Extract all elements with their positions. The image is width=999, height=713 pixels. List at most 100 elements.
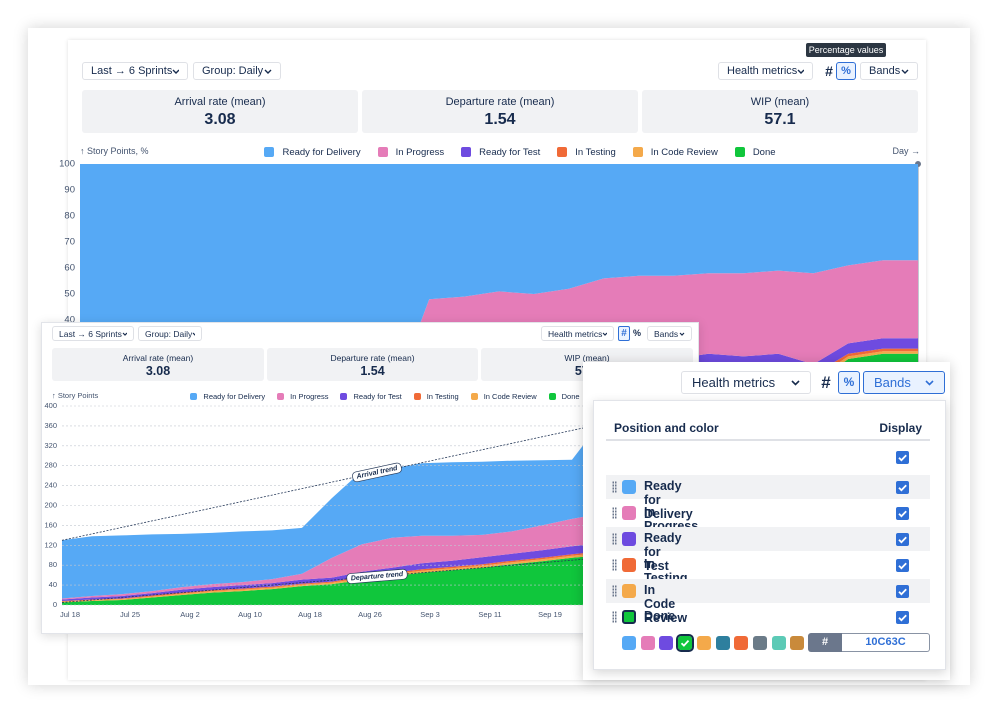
color-swatch[interactable] — [659, 636, 674, 650]
color-swatch[interactable] — [715, 636, 730, 650]
legend-label: In Testing — [426, 391, 459, 401]
bands-select[interactable]: Bands — [863, 371, 945, 394]
group-select[interactable]: Group: Daily — [138, 326, 202, 341]
metric-value: 3.08 — [145, 364, 171, 378]
metric-card: Departure rate (mean) 1.54 — [267, 348, 478, 381]
checkbox[interactable] — [896, 451, 909, 464]
y-tick-label: 100 — [59, 159, 75, 170]
metric-label: Arrival rate (mean) — [174, 96, 266, 108]
drag-handle[interactable] — [612, 611, 617, 623]
color-swatch[interactable] — [790, 636, 805, 650]
health-select[interactable]: Health metrics — [718, 62, 813, 80]
drag-handle[interactable] — [612, 507, 617, 519]
checkbox[interactable] — [896, 481, 909, 494]
checkbox[interactable] — [896, 559, 909, 572]
color-swatch[interactable] — [622, 636, 636, 650]
x-tick-label: Jul 18 — [60, 610, 80, 619]
legend-swatch — [377, 147, 388, 157]
checkbox[interactable] — [896, 611, 909, 624]
legend-swatch — [557, 147, 568, 157]
row-bg — [606, 579, 930, 603]
y-axis-label: ↑ Story Points, % — [80, 146, 149, 156]
check-icon — [898, 510, 907, 518]
health-select[interactable]: Health metrics — [681, 371, 811, 394]
legend-item: In Code Review — [632, 147, 718, 158]
legend-swatch — [548, 392, 556, 400]
metric-value: 57.1 — [764, 111, 796, 128]
metric-label: Arrival rate (mean) — [122, 353, 194, 363]
y-tick-label: 360 — [44, 421, 57, 430]
y-tick-label: 40 — [49, 580, 57, 589]
legend-item: Done — [734, 146, 776, 158]
band-swatch[interactable] — [622, 506, 636, 520]
count-toggle[interactable]: # — [821, 373, 831, 392]
percent-toggle[interactable]: % — [836, 62, 856, 80]
y-tick-label: 200 — [44, 500, 57, 509]
row-bg — [606, 475, 930, 499]
metric-card: WIP (mean) 57.1 — [642, 90, 918, 133]
range-select[interactable]: Last → 6 Sprints — [82, 62, 188, 80]
x-axis-label: Day → — [892, 146, 920, 156]
checkbox[interactable] — [896, 585, 909, 598]
metric-label: WIP (mean) — [750, 96, 810, 108]
health-text: Health metrics — [727, 65, 798, 77]
legend-label: Done — [752, 146, 776, 158]
checkbox[interactable] — [896, 533, 909, 546]
health-select[interactable]: Health metrics — [541, 326, 614, 341]
legend-swatch — [190, 392, 198, 400]
legend-swatch — [264, 147, 275, 157]
chevron — [602, 332, 607, 336]
legend-item: In Code Review — [470, 392, 537, 401]
hex-input[interactable]: 10C63C — [842, 633, 930, 652]
column-header: Display — [879, 421, 922, 435]
check-icon — [898, 562, 907, 570]
check-icon — [680, 639, 690, 647]
y-tick-label: 80 — [64, 211, 75, 222]
color-swatch[interactable] — [734, 636, 749, 650]
metric-value: 1.54 — [360, 364, 385, 378]
range-select[interactable]: Last → 6 Sprints — [52, 326, 134, 341]
group-select[interactable]: Group: Daily — [193, 62, 281, 80]
x-tick-label: Aug 10 — [238, 610, 262, 619]
legend-item: In Testing — [413, 391, 459, 401]
legend-swatch — [461, 147, 472, 157]
band-swatch[interactable] — [622, 610, 636, 624]
header-divider — [606, 439, 930, 441]
y-axis-label: ↑ Story Points — [52, 391, 99, 400]
drag-handle[interactable] — [612, 559, 617, 571]
color-swatch[interactable] — [771, 636, 786, 650]
bands-select[interactable]: Bands — [647, 326, 692, 341]
bands-text: Bands — [869, 65, 901, 77]
legend: Ready for Delivery In Progress Ready for T… — [185, 391, 585, 401]
band-swatch[interactable] — [622, 532, 636, 546]
percent-toggle[interactable]: % — [838, 371, 860, 394]
color-swatch[interactable] — [696, 636, 711, 650]
drag-handle[interactable] — [612, 585, 617, 597]
legend-item: Ready for Test — [461, 147, 540, 158]
y-tick-label: 80 — [49, 560, 57, 569]
count-toggle[interactable]: # — [825, 63, 833, 79]
legend-label: Done — [561, 391, 580, 401]
y-tick-label: 120 — [44, 540, 57, 549]
chevron — [791, 379, 800, 386]
drag-handle[interactable] — [612, 533, 617, 545]
band-swatch[interactable] — [622, 480, 636, 494]
color-swatch[interactable] — [640, 636, 655, 650]
drag-handle[interactable] — [612, 481, 617, 493]
band-swatch[interactable] — [622, 584, 636, 598]
legend-item: In Progress — [377, 147, 444, 158]
legend-item: In Progress — [277, 392, 328, 401]
percent-toggle[interactable]: % — [632, 328, 641, 338]
metric-label: WIP (mean) — [564, 353, 610, 363]
color-swatch[interactable] — [752, 636, 767, 650]
bands-select[interactable]: Bands — [860, 62, 918, 80]
band-name: Ready for Test — [644, 531, 682, 573]
band-swatch[interactable] — [622, 558, 636, 572]
legend-swatch — [734, 147, 745, 157]
chevron — [925, 379, 934, 386]
color-swatch[interactable] — [676, 634, 695, 652]
checkbox[interactable] — [896, 507, 909, 520]
row-bg — [606, 527, 930, 551]
count-toggle[interactable]: # — [618, 326, 630, 341]
x-tick-label: Aug 18 — [298, 610, 322, 619]
